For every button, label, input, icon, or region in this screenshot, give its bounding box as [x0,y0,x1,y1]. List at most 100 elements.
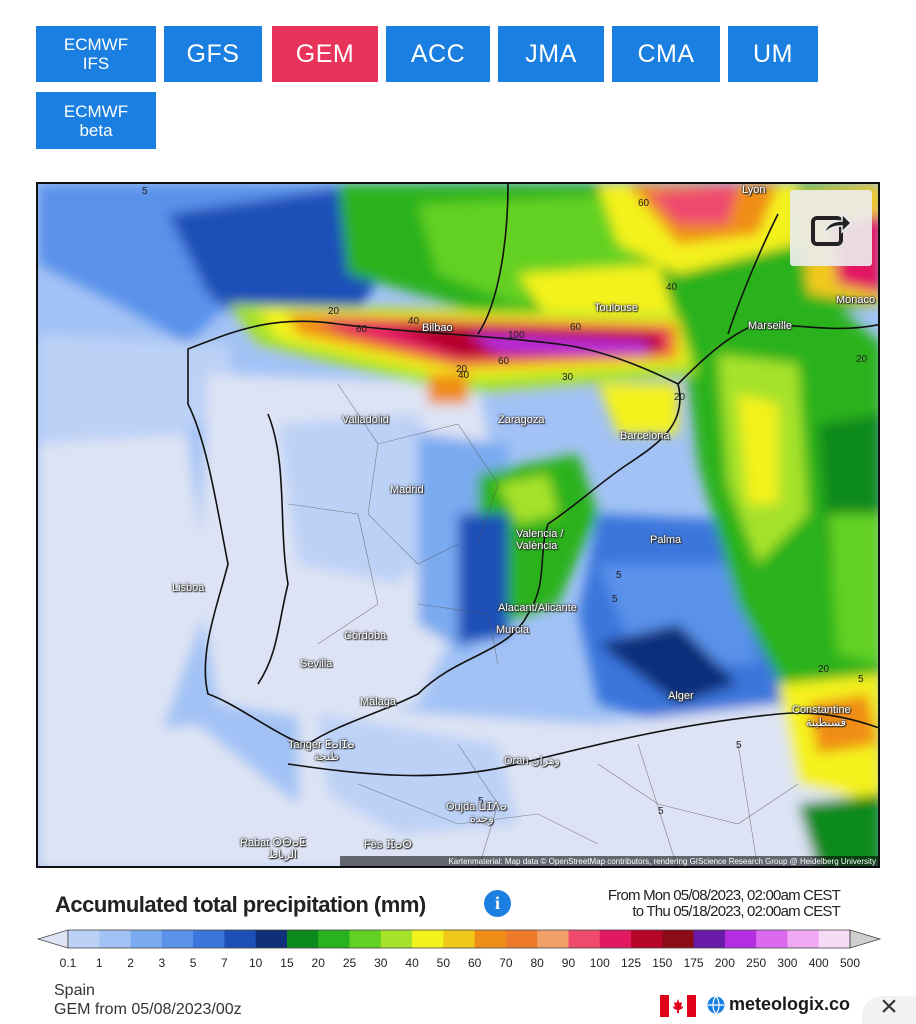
scale-swatch [130,930,163,948]
city-label-bilbao: Bilbao [422,322,453,334]
scale-swatch [412,930,444,948]
city-label-constantine-ar: قسنطينة [806,717,846,729]
forecast-period: From Mon 05/08/2023, 02:00am CEST to Thu… [607,887,841,920]
precipitation-map[interactable]: 5 40 60 20 40 60 100 60 60 30 20 20 40 5… [36,182,880,868]
scale-tick-label: 0.1 [59,956,77,970]
scale-tick-label: 150 [652,956,673,970]
meteologix-logo[interactable]: meteologix.co [706,994,850,1015]
isoline-label: 40 [458,370,470,381]
city-label-tanger: Tanger ⵟⴰⵏⵊⴰ [288,739,355,751]
isoline-label: 20 [818,664,830,675]
isoline-label: 30 [562,372,574,383]
close-button[interactable]: × [862,990,916,1024]
scale-tick-label: 3 [158,956,166,970]
scale-tick-label: 50 [436,956,451,970]
scale-tick-label: 5 [189,956,197,970]
scale-swatch [161,930,194,948]
isoline-label: 5 [858,674,864,685]
city-label-palma: Palma [650,534,682,546]
city-label-toulouse: Toulouse [594,302,639,314]
scale-swatch [631,930,663,948]
scale-swatch [537,930,569,948]
model-button-gem[interactable]: GEM [272,26,378,82]
city-label-lyon: Lyon [742,184,766,196]
isoline-label: 5 [616,570,622,581]
scale-swatch [474,930,507,948]
region-label: Spain [54,982,95,999]
isoline-label: 5 [736,740,742,751]
isoline-label: 60 [498,356,510,367]
isoline-label: 40 [408,316,420,327]
brand-name: meteologix.co [729,994,851,1014]
isoline-label: 60 [638,198,650,209]
scale-swatch [349,930,382,948]
isoline-label: 20 [328,306,340,317]
model-button-ecmwf-beta[interactable]: ECMWF beta [36,92,156,149]
scale-swatch [286,930,319,948]
scale-swatch [380,930,413,948]
globe-icon [707,995,725,1014]
city-label-constantine: Constantine [792,704,851,716]
scale-tick-label: 20 [311,956,325,970]
scale-tick-label: 10 [248,956,263,970]
city-label-zaragoza: Zaragoza [498,414,545,426]
color-scale-labels: 0.1 1 2 3 5 7 10 15 20 25 30 40 50 60 70 80 90 100 125 150 1… [36,956,882,972]
scale-tick-label: 125 [621,956,642,970]
scale-swatch [662,930,695,948]
scale-swatch [693,930,726,948]
model-button-um[interactable]: UM [728,26,818,82]
canada-flag-icon [660,995,696,1017]
scale-swatch [756,930,788,948]
scale-swatch [193,930,225,948]
color-scale-bar [36,929,882,949]
scale-swatch [68,930,100,948]
isoline-label: 60 [570,322,582,333]
isoline-label: 5 [658,806,664,817]
precipitation-field [38,184,878,866]
isoline-label: 5 [478,796,484,807]
city-label-barcelona: Barcelona [620,430,670,442]
city-label-marseille: Marseille [748,320,793,332]
model-button-acc[interactable]: ACC [386,26,490,82]
model-button-cma[interactable]: CMA [612,26,720,82]
period-from: From Mon 05/08/2023, 02:00am CEST [607,887,841,904]
scale-swatch [224,930,257,948]
scale-tick-label: 80 [530,956,544,970]
city-label-rabat-ar: الرباط [268,849,298,861]
model-button-label: ECMWF beta [63,101,129,140]
scale-tick-label: 70 [499,956,513,970]
scale-tick-label: 90 [561,956,576,970]
city-label-murcia: Murcia [496,624,530,636]
city-label-oran: Oran وهران [504,755,560,767]
info-icon[interactable]: i [484,890,511,917]
city-label-sevilla: Sevilla [300,658,333,670]
city-label-cordoba: Córdoba [344,630,387,642]
isoline-label: 60 [356,324,368,335]
model-button-jma[interactable]: JMA [498,26,604,82]
scale-tick-label: 100 [589,956,610,970]
model-button-label: CMA [637,39,695,68]
share-button[interactable] [790,190,872,266]
city-label-oujda-ar: وجدة [470,813,494,825]
scale-tick-label: 200 [714,956,735,970]
model-button-label: GFS [186,39,240,68]
scale-swatch [568,930,601,948]
scale-swatch [787,930,820,948]
scale-frame [67,929,851,949]
model-button-gfs[interactable]: GFS [164,26,262,82]
model-button-label: JMA [525,39,577,68]
scale-tick-label: 300 [777,956,798,970]
admin-borders [287,383,799,866]
scale-tick-label: 175 [683,956,704,970]
model-button-ecmwf-ifs[interactable]: ECMWF IFS [36,26,156,82]
city-label-lisboa: Lisboa [172,582,205,594]
period-to: to Thu 05/18/2023, 02:00am CEST [632,903,840,920]
scale-swatch [818,930,851,948]
isoline-label: 20 [674,392,686,403]
scale-arrow-right [849,929,882,949]
city-label-tanger-ar: طنجة [314,751,340,763]
isoline-label: 100 [508,330,525,341]
scale-tick-label: 1 [95,956,103,970]
model-button-label: GEM [295,39,355,68]
model-run-label: GEM from 05/08/2023/00z [54,1001,242,1018]
